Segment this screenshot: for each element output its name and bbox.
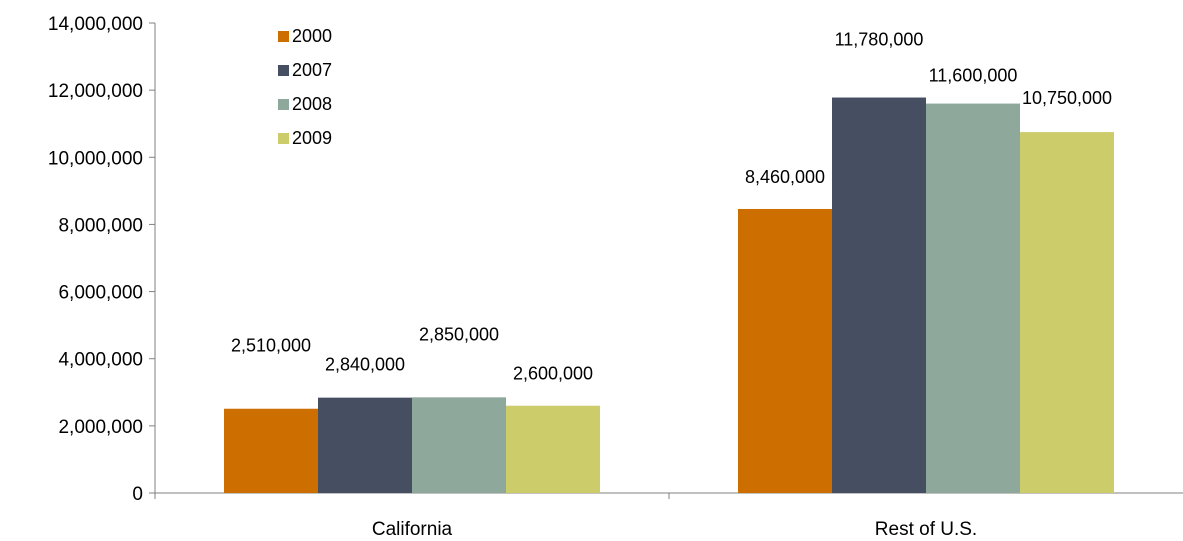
bar-2007-rest-of-us [832,97,926,494]
bar-2008-california [412,397,506,493]
legend-swatch-2009 [278,133,289,144]
data-label: 11,780,000 [835,30,924,50]
bar-2000-rest-of-us [738,208,832,493]
bar-2000-california [224,408,318,493]
y-tick-label: 10,000,000 [48,148,143,169]
legend-swatch-2007 [278,65,289,76]
legend-label: 2008 [292,94,332,114]
y-tick-label: 0 [132,484,143,505]
bar-2008-rest-of-us [926,103,1020,494]
legend-label: 2009 [292,128,332,148]
y-tick-label: 8,000,000 [58,215,143,236]
data-label: 11,600,000 [929,66,1018,86]
x-axis: California Rest of U.S. [154,492,1183,540]
legend-label: 2007 [292,60,332,80]
legend-swatch-2000 [278,31,289,42]
x-category-label: California [372,519,453,540]
legend: 2000 2007 2008 2009 [278,26,332,148]
y-tick-label: 12,000,000 [48,81,143,102]
data-label: 2,840,000 [325,355,405,375]
y-tick-label: 4,000,000 [58,350,143,371]
data-label: 2,850,000 [419,324,499,344]
bar-series-group [224,97,1114,494]
data-labels-group: 2,510,000 2,840,000 2,850,000 2,600,000 8,46… [231,30,1112,384]
bar-2007-california [318,397,412,493]
y-tick-label: 2,000,000 [58,417,143,438]
y-tick-label: 6,000,000 [58,283,143,304]
data-label: 8,460,000 [745,167,825,187]
bar-2009-rest-of-us [1020,132,1114,493]
y-tick-label: 14,000,000 [48,14,143,35]
legend-swatch-2008 [278,99,289,110]
data-label: 2,600,000 [513,364,593,384]
data-label: 2,510,000 [231,336,311,356]
bar-2009-california [506,405,600,493]
x-category-label: Rest of U.S. [875,519,977,540]
y-axis: 0 2,000,000 4,000,000 6,000,000 8,000,000 10,… [48,14,156,505]
data-label: 10,750,000 [1022,88,1112,108]
legend-label: 2000 [292,26,332,46]
